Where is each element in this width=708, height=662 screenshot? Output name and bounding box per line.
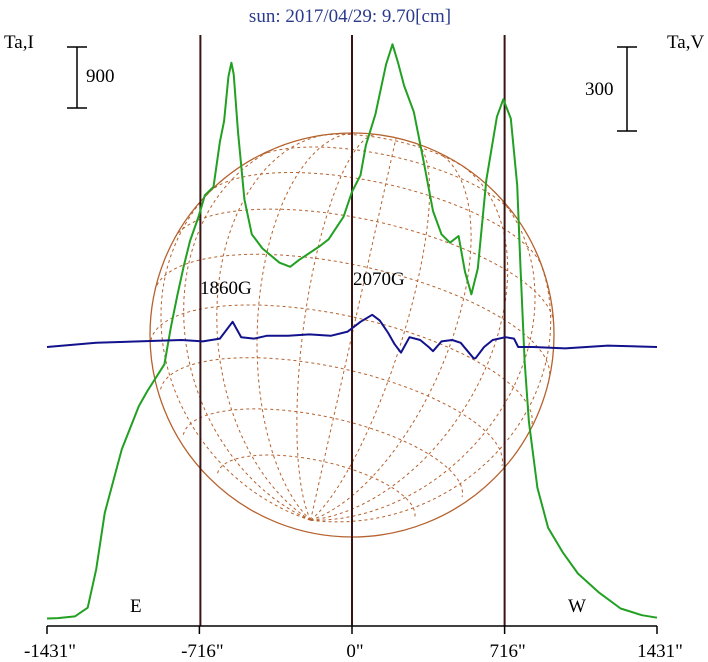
west-limb-label: W xyxy=(568,596,586,617)
grid-meridian xyxy=(310,250,552,523)
grid-meridian xyxy=(296,134,378,521)
series-stokes-I xyxy=(46,43,658,620)
series-layer xyxy=(46,43,658,620)
grid-meridian xyxy=(160,180,311,521)
annotation-2070g: 2070G xyxy=(353,269,405,290)
chart-title: sun: 2017/04/29: 9.70[cm] xyxy=(249,6,451,27)
grid-parallel xyxy=(209,172,543,267)
grid-meridian xyxy=(183,143,311,521)
annotation-1860g: 1860G xyxy=(200,278,252,299)
grid-meridian xyxy=(310,142,431,521)
grid-meridian xyxy=(310,190,536,521)
grid-meridian xyxy=(310,163,509,521)
series-stokes-V xyxy=(46,313,658,360)
grid-parallel xyxy=(256,146,515,215)
grid-parallel xyxy=(317,133,468,170)
grid-parallel xyxy=(150,304,533,426)
grid-meridian xyxy=(310,150,472,521)
x-tick-label: 0" xyxy=(346,641,363,662)
x-tick-label: 1431" xyxy=(637,641,683,662)
grid-meridian xyxy=(256,132,356,521)
right-axis-label: Ta,V xyxy=(667,32,704,53)
left-scale-label: 900 xyxy=(86,66,115,87)
vertical-lines xyxy=(199,35,506,626)
grid-meridian xyxy=(310,137,397,521)
grid-parallel xyxy=(182,408,463,498)
left-axis-label: Ta,I xyxy=(4,32,34,53)
grid-meridian xyxy=(216,134,328,521)
right-scale-bar xyxy=(617,46,637,132)
x-tick-label: -716" xyxy=(181,641,224,662)
x-tick-label: -1431" xyxy=(24,641,76,662)
grid-parallel xyxy=(174,208,555,323)
east-limb-label: E xyxy=(130,596,142,617)
grid-parallel xyxy=(160,357,503,466)
x-tick-label: 716" xyxy=(489,641,525,662)
x-axis-ticks: -1431" -716" 0" 716" 1431" xyxy=(24,626,683,662)
right-scale-label: 300 xyxy=(585,79,614,100)
left-scale-bar xyxy=(67,46,87,109)
